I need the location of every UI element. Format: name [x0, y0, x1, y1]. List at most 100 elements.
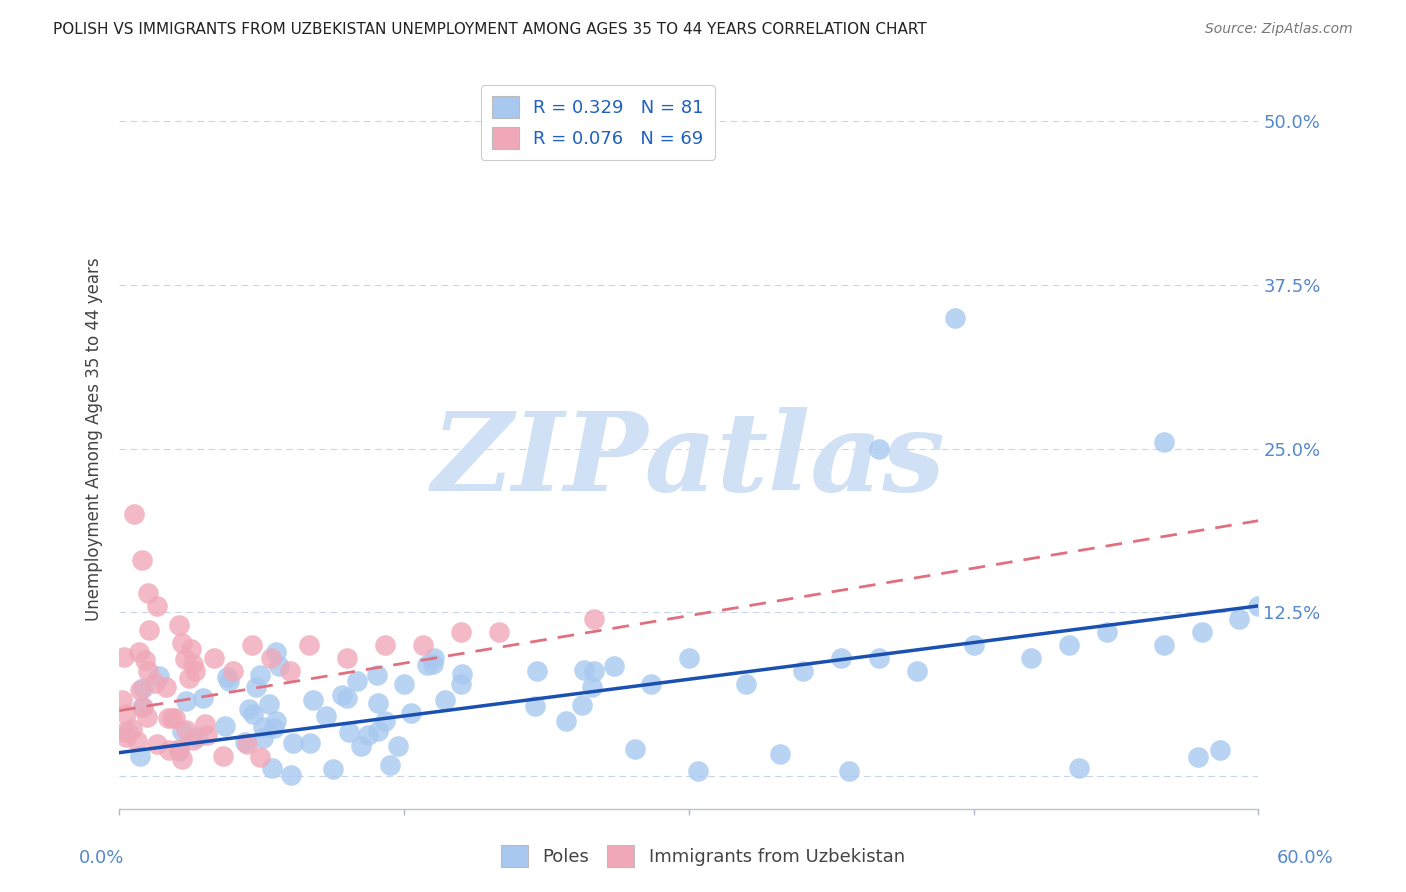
- Point: [378, 758, 401, 772]
- Point: [346, 673, 368, 688]
- Point: [526, 665, 548, 679]
- Point: [266, 714, 288, 728]
- Point: [367, 724, 389, 739]
- Point: [423, 651, 446, 665]
- Point: [112, 649, 135, 664]
- Point: [134, 653, 156, 667]
- Text: 60.0%: 60.0%: [1277, 849, 1333, 867]
- Point: [181, 657, 204, 671]
- Point: [387, 739, 409, 754]
- Point: [357, 728, 380, 742]
- Point: [278, 665, 301, 679]
- Point: [249, 668, 271, 682]
- Point: [868, 651, 890, 665]
- Point: [238, 702, 260, 716]
- Point: [1019, 651, 1042, 665]
- Point: [160, 711, 183, 725]
- Point: [181, 733, 204, 747]
- Point: [263, 721, 285, 735]
- Point: [170, 752, 193, 766]
- Point: [170, 723, 193, 738]
- Point: [218, 674, 240, 689]
- Point: [215, 670, 238, 684]
- Point: [602, 659, 624, 673]
- Point: [1153, 435, 1175, 450]
- Text: 0.0%: 0.0%: [79, 849, 124, 867]
- Point: [249, 750, 271, 764]
- Point: [138, 623, 160, 637]
- Point: [572, 663, 595, 677]
- Point: [1229, 612, 1251, 626]
- Point: [1247, 599, 1270, 613]
- Point: [117, 725, 139, 739]
- Point: [184, 665, 207, 679]
- Point: [121, 722, 143, 736]
- Legend: R = 0.329   N = 81, R = 0.076   N = 69: R = 0.329 N = 81, R = 0.076 N = 69: [481, 85, 714, 160]
- Point: [146, 737, 169, 751]
- Point: [242, 706, 264, 721]
- Point: [330, 689, 353, 703]
- Text: Source: ZipAtlas.com: Source: ZipAtlas.com: [1205, 22, 1353, 37]
- Point: [1191, 625, 1213, 640]
- Point: [179, 671, 201, 685]
- Point: [734, 677, 756, 691]
- Point: [450, 625, 472, 640]
- Point: [392, 677, 415, 691]
- Point: [136, 586, 159, 600]
- Point: [686, 764, 709, 778]
- Point: [581, 680, 603, 694]
- Point: [1153, 638, 1175, 652]
- Point: [555, 714, 578, 728]
- Point: [167, 743, 190, 757]
- Point: [174, 723, 197, 738]
- Y-axis label: Unemployment Among Ages 35 to 44 years: Unemployment Among Ages 35 to 44 years: [86, 257, 103, 621]
- Point: [240, 638, 263, 652]
- Point: [173, 652, 195, 666]
- Point: [1057, 638, 1080, 652]
- Point: [302, 693, 325, 707]
- Point: [136, 664, 159, 678]
- Point: [582, 665, 605, 679]
- Point: [202, 651, 225, 665]
- Point: [298, 638, 321, 652]
- Point: [124, 507, 146, 521]
- Point: [236, 737, 259, 751]
- Point: [337, 725, 360, 739]
- Point: [252, 720, 274, 734]
- Point: [129, 683, 152, 698]
- Point: [127, 734, 149, 748]
- Text: POLISH VS IMMIGRANTS FROM UZBEKISTAN UNEMPLOYMENT AMONG AGES 35 TO 44 YEARS CORR: POLISH VS IMMIGRANTS FROM UZBEKISTAN UNE…: [53, 22, 927, 37]
- Point: [399, 706, 422, 720]
- Point: [963, 638, 986, 652]
- Point: [830, 651, 852, 665]
- Point: [624, 742, 647, 756]
- Point: [176, 694, 198, 708]
- Point: [214, 719, 236, 733]
- Point: [132, 700, 155, 714]
- Point: [257, 697, 280, 711]
- Point: [186, 730, 208, 744]
- Point: [336, 651, 359, 665]
- Point: [266, 644, 288, 658]
- Point: [768, 747, 790, 762]
- Point: [433, 693, 456, 707]
- Point: [163, 711, 186, 725]
- Point: [260, 651, 283, 665]
- Point: [114, 706, 136, 721]
- Point: [191, 691, 214, 706]
- Point: [1187, 749, 1209, 764]
- Point: [322, 763, 344, 777]
- Point: [367, 696, 389, 710]
- Point: [640, 677, 662, 691]
- Point: [868, 442, 890, 456]
- Point: [172, 636, 194, 650]
- Point: [194, 717, 217, 731]
- Point: [792, 665, 814, 679]
- Point: [167, 742, 190, 756]
- Point: [451, 666, 474, 681]
- Point: [350, 739, 373, 753]
- Point: [280, 768, 302, 782]
- Point: [582, 612, 605, 626]
- Point: [156, 711, 179, 725]
- Point: [131, 699, 153, 714]
